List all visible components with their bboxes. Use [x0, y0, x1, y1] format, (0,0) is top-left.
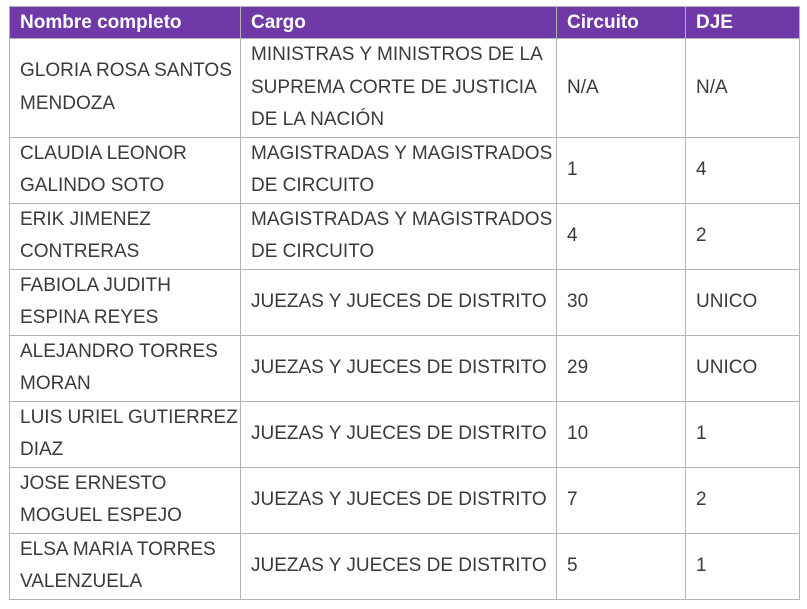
cell-cargo: MAGISTRADAS Y MAGISTRADOS DE CIRCUITO	[240, 202, 557, 270]
cell-circuito: 7	[556, 466, 686, 534]
table-row: LUIS URIEL GUTIERREZ DIAZ JUEZAS Y JUECE…	[9, 400, 800, 468]
cell-dje: N/A	[685, 38, 800, 138]
table-row: CLAUDIA LEONOR GALINDO SOTO MAGISTRADAS …	[9, 136, 800, 204]
header-circuito: Circuito	[556, 6, 686, 39]
cell-dje: 4	[685, 136, 800, 204]
table-body: GLORIA ROSA SANTOS MENDOZA MINISTRAS Y M…	[9, 38, 800, 600]
cell-nombre: JOSE ERNESTO MOGUEL ESPEJO	[9, 466, 241, 534]
cell-dje: 2	[685, 202, 800, 270]
cell-circuito: 30	[556, 268, 686, 336]
header-cargo: Cargo	[240, 6, 557, 39]
cell-circuito: 5	[556, 532, 686, 600]
cell-circuito: 10	[556, 400, 686, 468]
cell-nombre: GLORIA ROSA SANTOS MENDOZA	[9, 38, 241, 138]
cell-nombre: ERIK JIMENEZ CONTRERAS	[9, 202, 241, 270]
cell-circuito: N/A	[556, 38, 686, 138]
table-row: GLORIA ROSA SANTOS MENDOZA MINISTRAS Y M…	[9, 38, 800, 138]
cell-cargo: JUEZAS Y JUECES DE DISTRITO	[240, 466, 557, 534]
cell-cargo: JUEZAS Y JUECES DE DISTRITO	[240, 268, 557, 336]
table-header: Nombre completo Cargo Circuito DJE	[9, 6, 800, 39]
table-row: FABIOLA JUDITH ESPINA REYES JUEZAS Y JUE…	[9, 268, 800, 336]
cell-nombre: LUIS URIEL GUTIERREZ DIAZ	[9, 400, 241, 468]
header-row: Nombre completo Cargo Circuito DJE	[9, 6, 800, 39]
cell-nombre: CLAUDIA LEONOR GALINDO SOTO	[9, 136, 241, 204]
table-row: ELSA MARIA TORRES VALENZUELA JUEZAS Y JU…	[9, 532, 800, 600]
cell-nombre: FABIOLA JUDITH ESPINA REYES	[9, 268, 241, 336]
cell-dje: 1	[685, 532, 800, 600]
cell-dje: 2	[685, 466, 800, 534]
header-nombre: Nombre completo	[9, 6, 241, 39]
cell-nombre: ELSA MARIA TORRES VALENZUELA	[9, 532, 241, 600]
header-dje: DJE	[685, 6, 800, 39]
cell-circuito: 4	[556, 202, 686, 270]
cell-cargo: JUEZAS Y JUECES DE DISTRITO	[240, 532, 557, 600]
cell-cargo: JUEZAS Y JUECES DE DISTRITO	[240, 400, 557, 468]
results-table: Nombre completo Cargo Circuito DJE GLORI…	[9, 6, 800, 600]
table-row: ALEJANDRO TORRES MORAN JUEZAS Y JUECES D…	[9, 334, 800, 402]
cell-cargo: JUEZAS Y JUECES DE DISTRITO	[240, 334, 557, 402]
cell-dje: UNICO	[685, 334, 800, 402]
table-row: JOSE ERNESTO MOGUEL ESPEJO JUEZAS Y JUEC…	[9, 466, 800, 534]
cell-dje: 1	[685, 400, 800, 468]
cell-cargo: MAGISTRADAS Y MAGISTRADOS DE CIRCUITO	[240, 136, 557, 204]
table-row: ERIK JIMENEZ CONTRERAS MAGISTRADAS Y MAG…	[9, 202, 800, 270]
cell-nombre: ALEJANDRO TORRES MORAN	[9, 334, 241, 402]
cell-circuito: 29	[556, 334, 686, 402]
cell-circuito: 1	[556, 136, 686, 204]
cell-dje: UNICO	[685, 268, 800, 336]
cell-cargo: MINISTRAS Y MINISTROS DE LA SUPREMA CORT…	[240, 38, 557, 138]
